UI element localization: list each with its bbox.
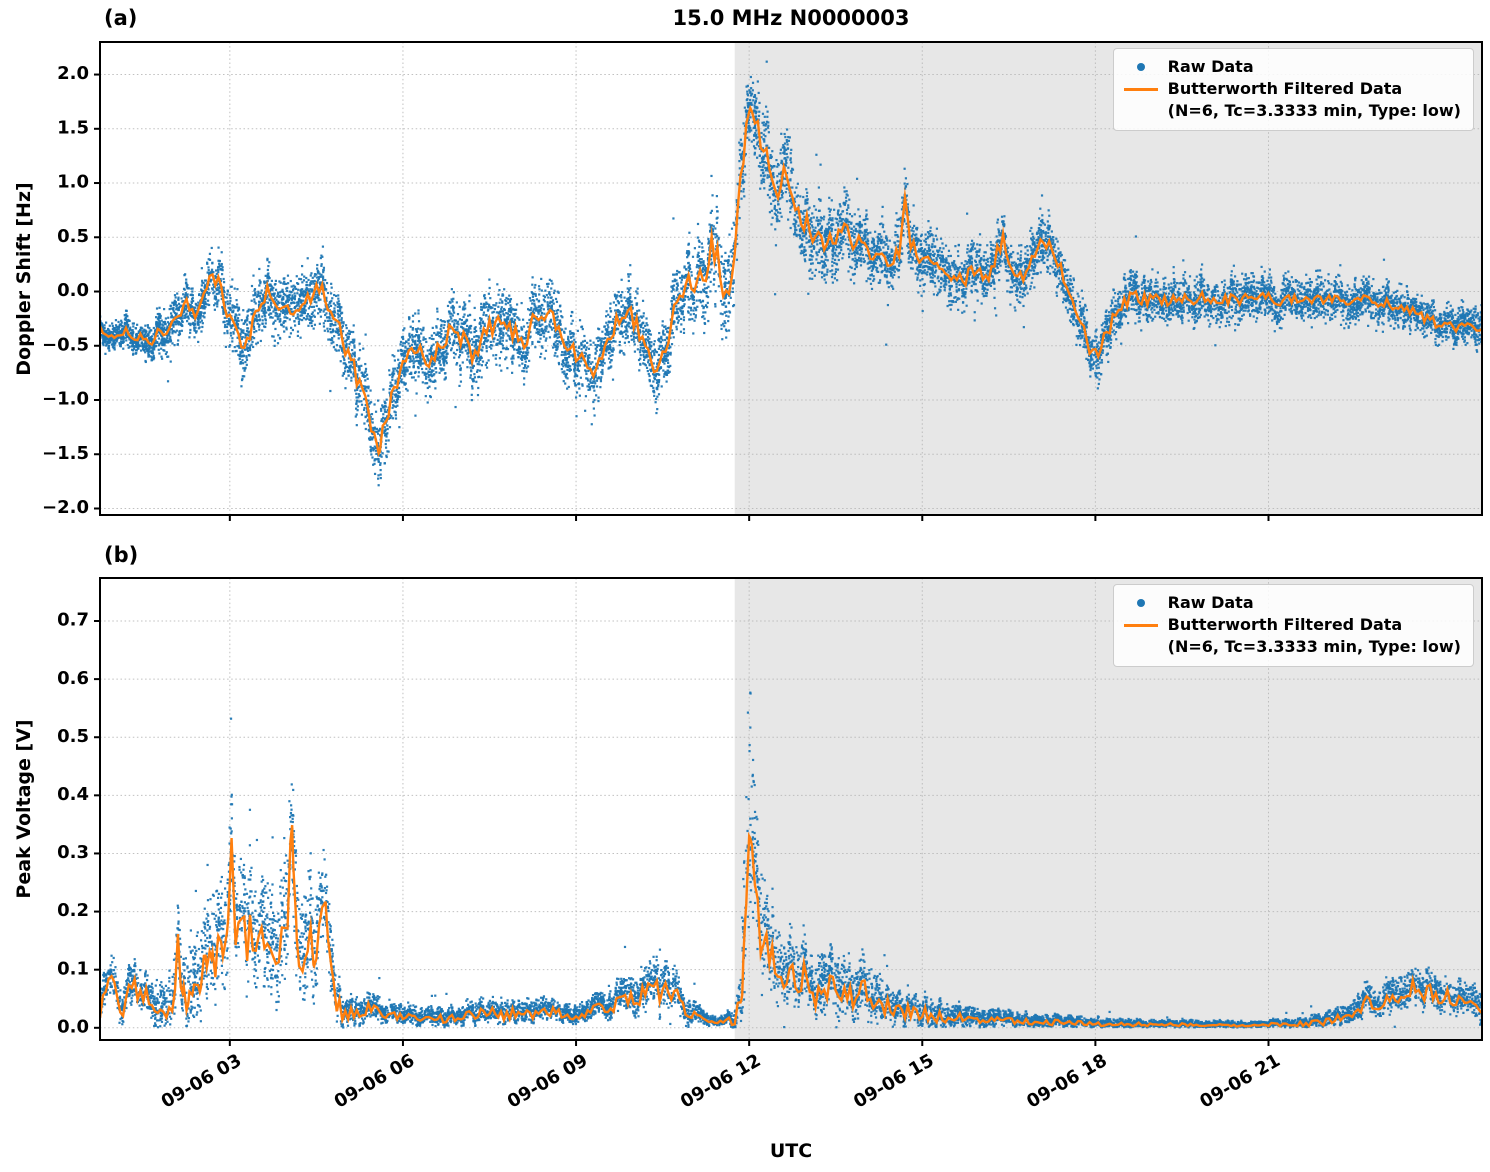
legend-filtered-label-line1: Butterworth Filtered Data — [1167, 79, 1403, 98]
panel-a-y-axis-label: Doppler Shift [Hz] — [13, 182, 35, 376]
panel-a-label: (a) — [104, 6, 138, 30]
legend-raw-label: Raw Data — [1167, 57, 1254, 76]
filtered-line-icon — [1123, 623, 1158, 627]
filtered-line-marker — [1122, 78, 1160, 100]
legend-filtered-label-line2: (N=6, Tc=3.3333 min, Type: low) — [1167, 100, 1461, 120]
raw-data-marker — [1122, 56, 1160, 78]
chart-title: 15.0 MHz N0000003 — [672, 6, 910, 30]
legend-filtered-row: Butterworth Filtered Data (N=6, Tc=3.333… — [1122, 78, 1461, 121]
filtered-line-marker — [1122, 614, 1160, 636]
legend-raw-row: Raw Data — [1122, 592, 1461, 614]
legend-filtered-row: Butterworth Filtered Data (N=6, Tc=3.333… — [1122, 614, 1461, 657]
raw-dot-icon — [1136, 63, 1145, 71]
legend-filtered-label-line2: (N=6, Tc=3.3333 min, Type: low) — [1167, 636, 1461, 656]
x-axis-label: UTC — [769, 1140, 813, 1162]
filtered-line-icon — [1123, 87, 1158, 91]
legend-raw-label: Raw Data — [1167, 593, 1254, 612]
legend-raw-row: Raw Data — [1122, 56, 1461, 78]
raw-data-marker — [1122, 592, 1160, 614]
panel-a-legend: Raw Data Butterworth Filtered Data (N=6,… — [1112, 48, 1474, 132]
panel-b-legend: Raw Data Butterworth Filtered Data (N=6,… — [1112, 584, 1474, 668]
panel-b-label: (b) — [104, 543, 139, 567]
raw-dot-icon — [1136, 599, 1145, 607]
panel-b-y-axis-label: Peak Voltage [V] — [13, 719, 35, 899]
legend-filtered-label-line1: Butterworth Filtered Data — [1167, 615, 1403, 634]
